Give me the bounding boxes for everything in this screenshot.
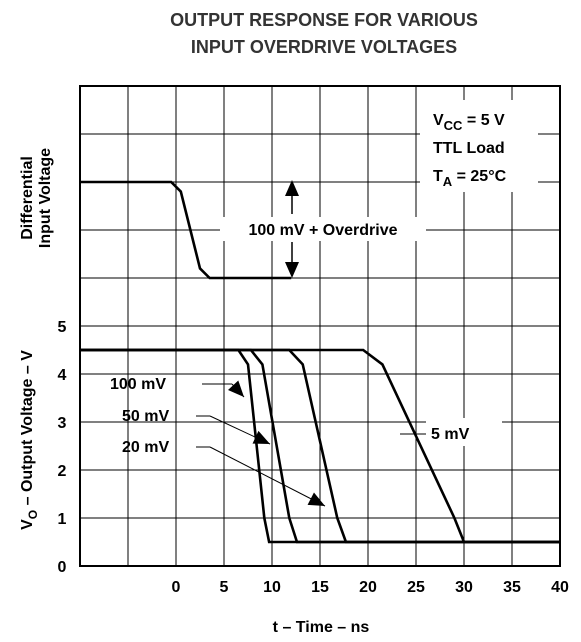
condition: TA = 25°C (433, 168, 507, 189)
y-axis-label-rest: – Output Voltage – V (19, 350, 36, 510)
y-tick-label: 2 (58, 463, 67, 480)
y-tick-label: 4 (58, 367, 67, 384)
condition-main: T (433, 168, 443, 185)
condition-rest: = 25°C (452, 168, 506, 185)
condition: TTL Load (433, 140, 505, 157)
x-tick-label: 15 (311, 579, 329, 596)
arrowhead (285, 262, 299, 278)
x-tick-label: 30 (455, 579, 473, 596)
line-series (80, 180, 292, 280)
series-label: 20 mV (122, 439, 169, 456)
plot-border (79, 85, 561, 567)
label-bg (426, 418, 502, 446)
chart-title: OUTPUT RESPONSE FOR VARIOUS (170, 10, 478, 30)
x-tick-label: 40 (551, 579, 569, 596)
label-bg (220, 217, 426, 241)
arrowhead (307, 492, 325, 506)
x-tick-label: 35 (503, 579, 521, 596)
condition-main: TTL Load (433, 140, 505, 157)
x-tick-label: 5 (220, 579, 229, 596)
condition-rest: = 5 V (462, 112, 505, 129)
x-tick-label: 20 (359, 579, 377, 596)
condition-sub: CC (444, 118, 463, 133)
line-series (80, 348, 560, 544)
leader-line (209, 446, 326, 507)
input-label: 100 mV + Overdrive (249, 222, 398, 239)
y-tick-label: 0 (58, 559, 67, 576)
condition: VCC = 5 V (433, 112, 505, 133)
label-bg (420, 100, 538, 192)
arrowhead (252, 430, 270, 444)
upper-y-label: Differential (19, 156, 36, 240)
upper-y-label: Input Voltage (37, 148, 54, 248)
series-label: 100 mV (110, 376, 166, 393)
condition-sub: A (443, 174, 453, 189)
x-tick-label: 10 (263, 579, 281, 596)
chart-title: INPUT OVERDRIVE VOLTAGES (191, 37, 457, 57)
x-tick-label: 25 (407, 579, 425, 596)
y-axis-label: VO – Output Voltage – V (19, 350, 40, 530)
arrowhead (285, 180, 299, 196)
x-axis-label: t – Time – ns (273, 619, 370, 636)
y-tick-label: 5 (58, 319, 67, 336)
y-axis-label-main: V (19, 519, 36, 530)
y-tick-label: 3 (58, 415, 67, 432)
series-label: 5 mV (431, 426, 470, 443)
y-tick-label: 1 (58, 511, 67, 528)
arrowhead (228, 380, 244, 397)
condition-main: V (433, 112, 444, 129)
series-label: 50 mV (122, 408, 169, 425)
y-axis-label-sub: O (26, 510, 40, 519)
x-tick-label: 0 (172, 579, 181, 596)
